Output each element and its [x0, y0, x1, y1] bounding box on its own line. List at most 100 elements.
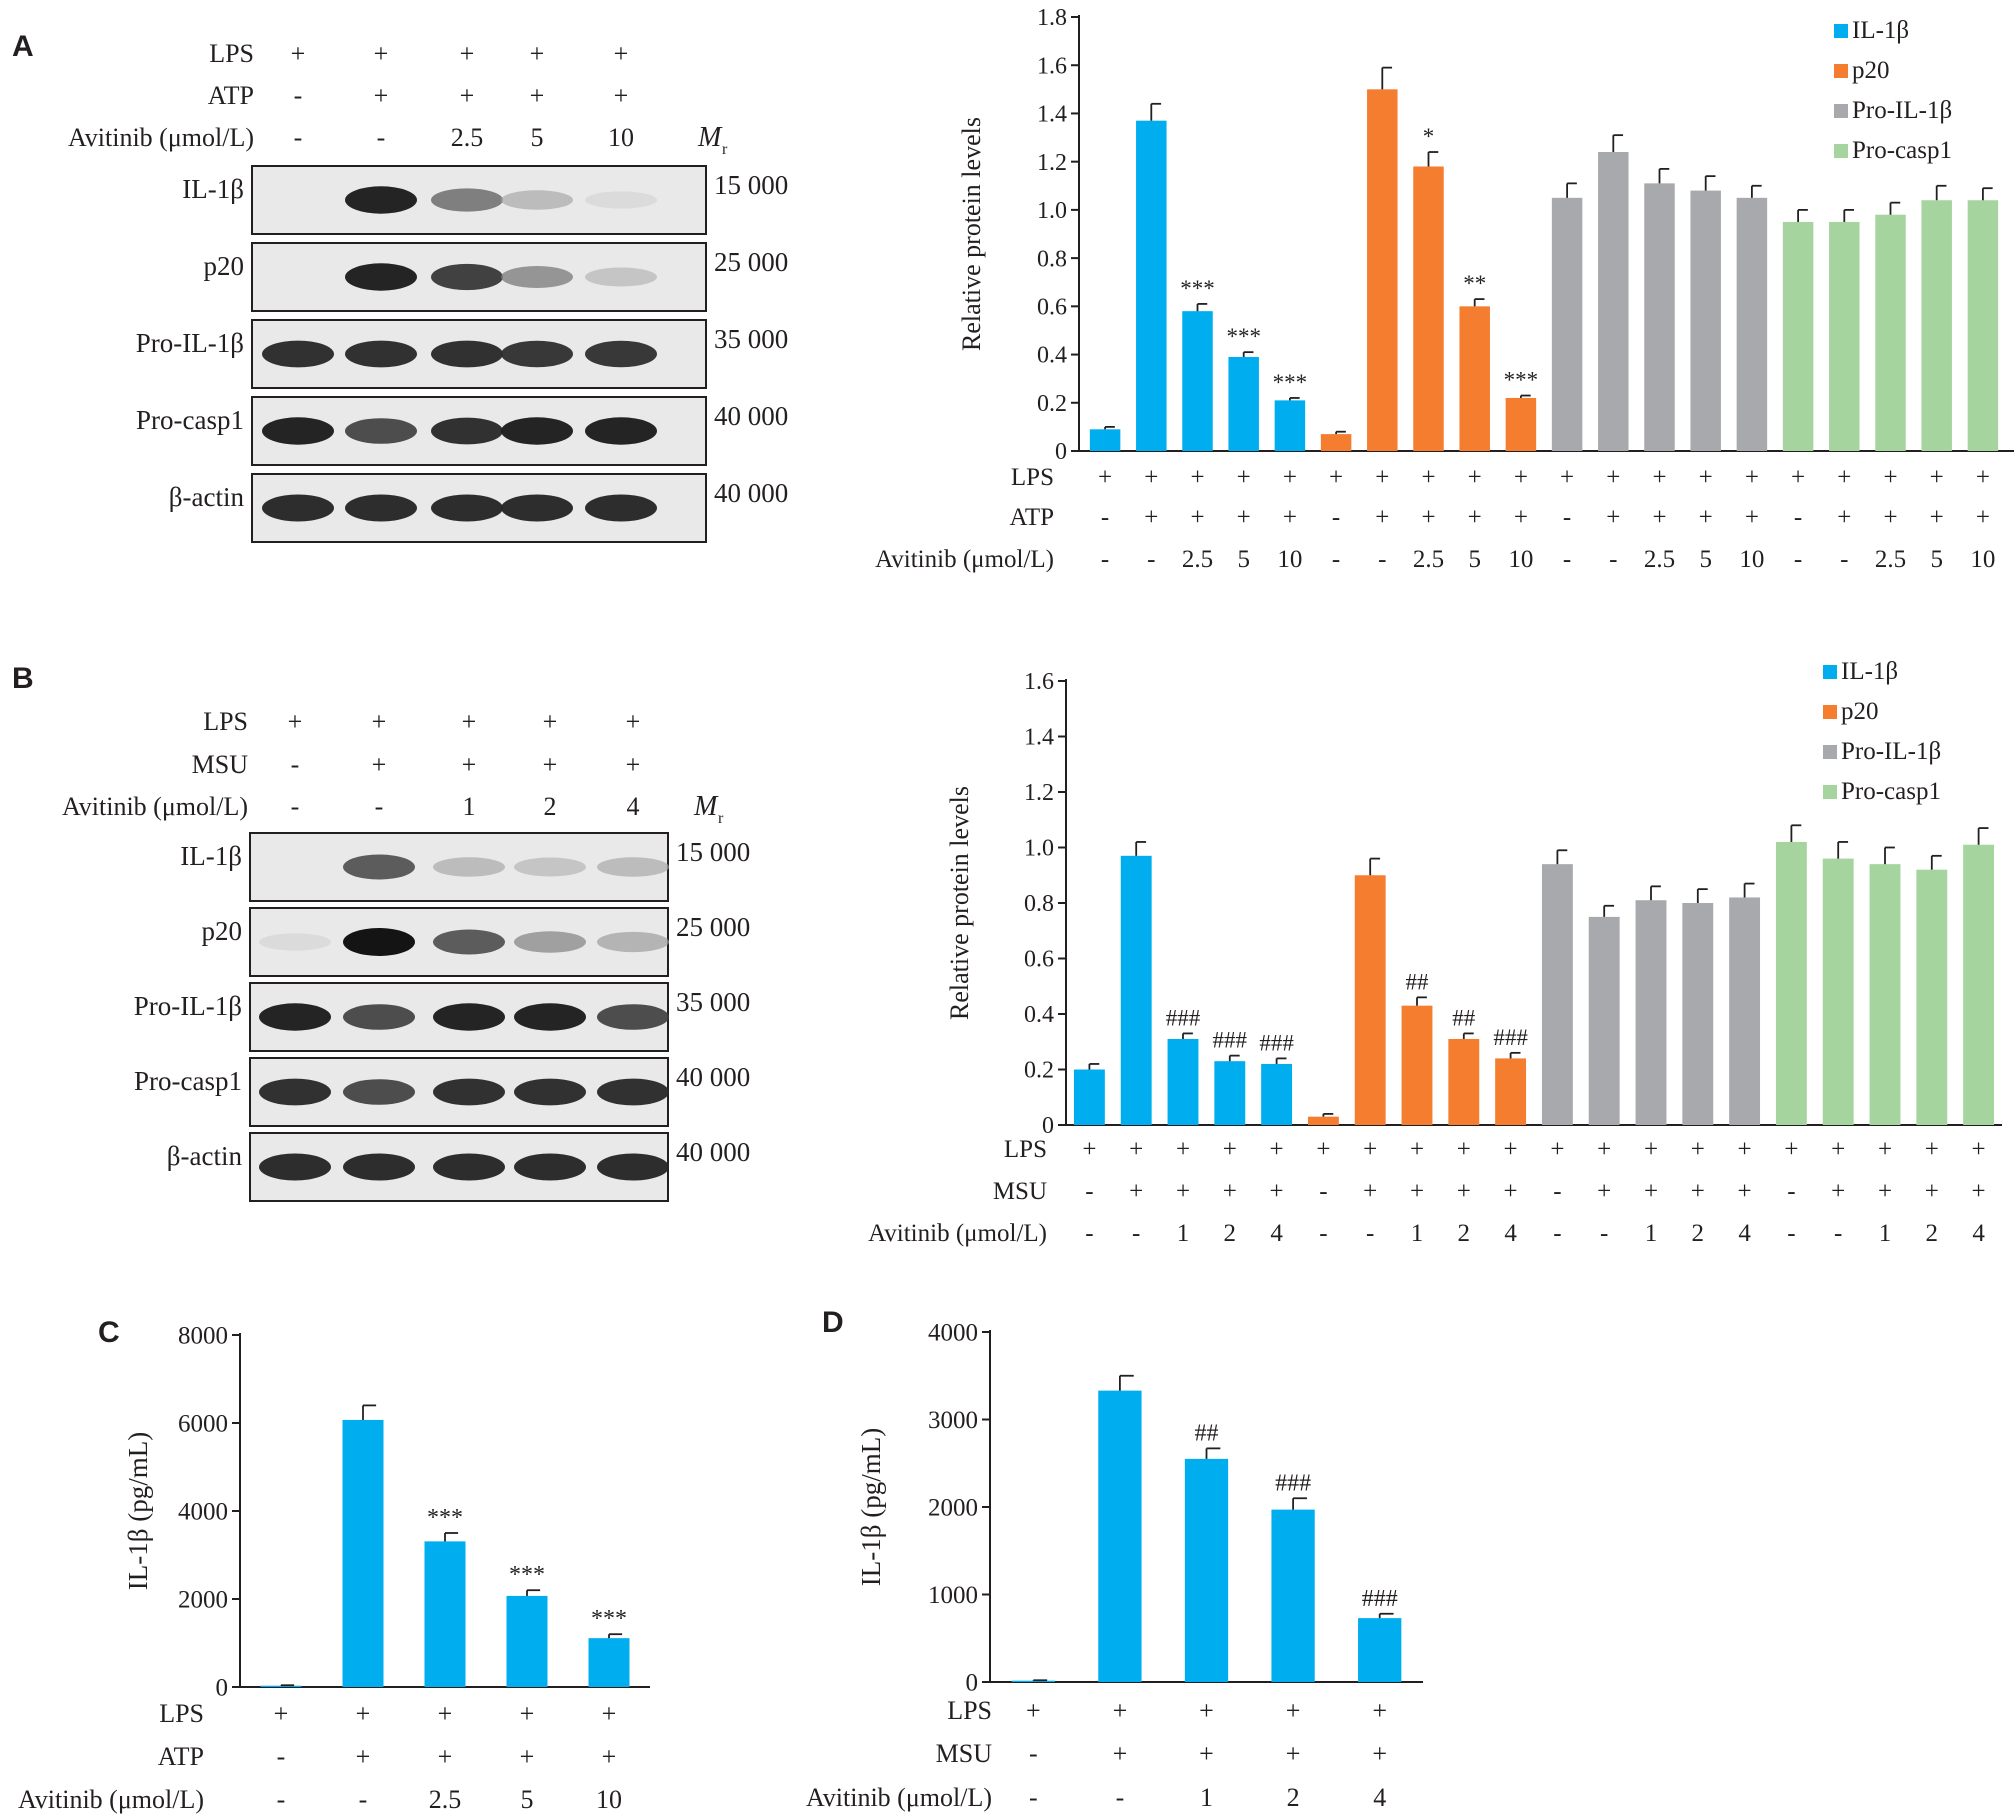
- blot-treatment-label: LPS: [209, 39, 254, 68]
- bar: [1921, 200, 1952, 451]
- bar: [1098, 1390, 1142, 1682]
- bar: [506, 1595, 548, 1687]
- treatment-value: +: [1316, 1136, 1330, 1163]
- band-name-label: Pro-casp1: [136, 405, 244, 435]
- bar: [1184, 1458, 1229, 1682]
- band-mr-label: 25 000: [714, 247, 788, 277]
- significance-mark: ***: [509, 1562, 545, 1588]
- blot-band: [501, 417, 573, 445]
- blot-treatment-value: +: [530, 39, 545, 68]
- bar: [1459, 306, 1490, 451]
- treatment-value: 4: [1270, 1220, 1283, 1247]
- bar: [1822, 858, 1854, 1125]
- mr-subscript: r: [722, 141, 728, 158]
- bar: [342, 1419, 384, 1687]
- treatment-value: -: [1787, 1178, 1795, 1205]
- bar: [1588, 916, 1620, 1125]
- significance-mark: ***: [427, 1505, 463, 1531]
- treatment-value: +: [1930, 504, 1944, 531]
- bar: [1367, 89, 1398, 451]
- significance-mark: **: [1463, 271, 1486, 296]
- blot-treatment-label: Avitinib (μmol/L): [62, 792, 248, 821]
- bar: [1413, 166, 1444, 451]
- blot-band: [585, 494, 657, 522]
- band-mr-label: 35 000: [676, 987, 750, 1017]
- band-name-label: Pro-IL-1β: [136, 328, 244, 358]
- legend-swatch: [1823, 705, 1837, 719]
- treatment-value: +: [1375, 504, 1389, 531]
- panel-letter-d: D: [822, 1306, 844, 1339]
- blot-treatment-label: LPS: [203, 707, 248, 736]
- legend-label: p20: [1852, 57, 1890, 84]
- blot-band: [345, 186, 417, 214]
- bar: [1963, 844, 1995, 1125]
- legend-swatch: [1834, 144, 1848, 158]
- treatment-value: +: [1026, 1696, 1041, 1725]
- treatment-value: +: [1363, 1178, 1377, 1205]
- legend-label: Pro-IL-1β: [1841, 738, 1941, 765]
- bar: [1967, 200, 1999, 451]
- blot-band: [433, 1003, 505, 1031]
- treatment-row-label: LPS: [1004, 1136, 1047, 1163]
- y-tick-label: 1.2: [1037, 150, 1067, 176]
- blot-band: [597, 1078, 669, 1106]
- bar: [588, 1638, 630, 1687]
- blot-treatment-value: 1: [463, 792, 476, 821]
- treatment-value: +: [1514, 464, 1528, 491]
- bar: [1598, 152, 1629, 451]
- blot-treatment-value: -: [291, 750, 300, 779]
- bar: [1736, 197, 1768, 451]
- band-mr-label: 25 000: [676, 912, 750, 942]
- treatment-value: 5: [1468, 546, 1481, 573]
- blot-band: [431, 340, 503, 368]
- blot-treatment-value: +: [614, 39, 629, 68]
- bar: [1829, 221, 1860, 451]
- treatment-value: 10: [1739, 546, 1764, 573]
- treatment-value: +: [1597, 1136, 1611, 1163]
- treatment-value: +: [1098, 464, 1112, 491]
- treatment-value: 5: [521, 1785, 534, 1814]
- legend-label: Pro-IL-1β: [1852, 97, 1952, 124]
- bar-chart-a: 0 0.2 0.4 0.6 0.8 1.0 1.2 1.4 1.6 1.8 Relative pro…: [875, 5, 2014, 573]
- treatment-value: +: [1176, 1178, 1190, 1205]
- y-tick-label: 0.6: [1037, 294, 1067, 320]
- y-tick-label: 0.4: [1024, 1002, 1054, 1028]
- treatment-value: +: [438, 1699, 453, 1728]
- treatment-value: -: [1101, 504, 1109, 531]
- treatment-value: +: [1878, 1136, 1892, 1163]
- treatment-value: -: [1378, 546, 1386, 573]
- bar: [1505, 397, 1537, 451]
- treatment-value: -: [1787, 1220, 1795, 1247]
- bar: [1011, 1680, 1055, 1682]
- bar: [1541, 864, 1573, 1125]
- treatment-row-label: MSU: [936, 1739, 993, 1768]
- y-tick-label: 0: [1042, 1113, 1054, 1139]
- blot-band: [431, 188, 503, 212]
- blot-band: [343, 1004, 415, 1030]
- bar: [1690, 190, 1721, 451]
- band-name-label: p20: [202, 916, 243, 946]
- treatment-value: +: [1925, 1136, 1939, 1163]
- bar: [1320, 434, 1352, 451]
- bar: [1271, 1509, 1315, 1682]
- treatment-value: -: [1029, 1783, 1038, 1812]
- treatment-value: +: [1791, 464, 1805, 491]
- treatment-value: +: [356, 1742, 371, 1771]
- blot-band: [501, 266, 573, 288]
- bar: [1916, 869, 1948, 1125]
- treatment-value: +: [1113, 1739, 1128, 1768]
- blot-band: [259, 1078, 331, 1106]
- treatment-value: +: [1144, 504, 1158, 531]
- treatment-value: -: [1101, 546, 1109, 573]
- bar: [1228, 356, 1259, 451]
- band-mr-label: 40 000: [714, 478, 788, 508]
- treatment-value: 2: [1692, 1220, 1705, 1247]
- treatment-value: +: [1410, 1136, 1424, 1163]
- blot-treatment-value: +: [372, 707, 387, 736]
- bar: [1214, 1061, 1246, 1125]
- blot-band: [343, 1079, 415, 1105]
- bar: [1354, 875, 1386, 1125]
- bar-chart-b: 0 0.2 0.4 0.6 0.8 1.0 1.2 1.4 1.6 Relative protei…: [868, 658, 2002, 1247]
- treatment-value: +: [1329, 464, 1343, 491]
- treatment-value: +: [1738, 1136, 1752, 1163]
